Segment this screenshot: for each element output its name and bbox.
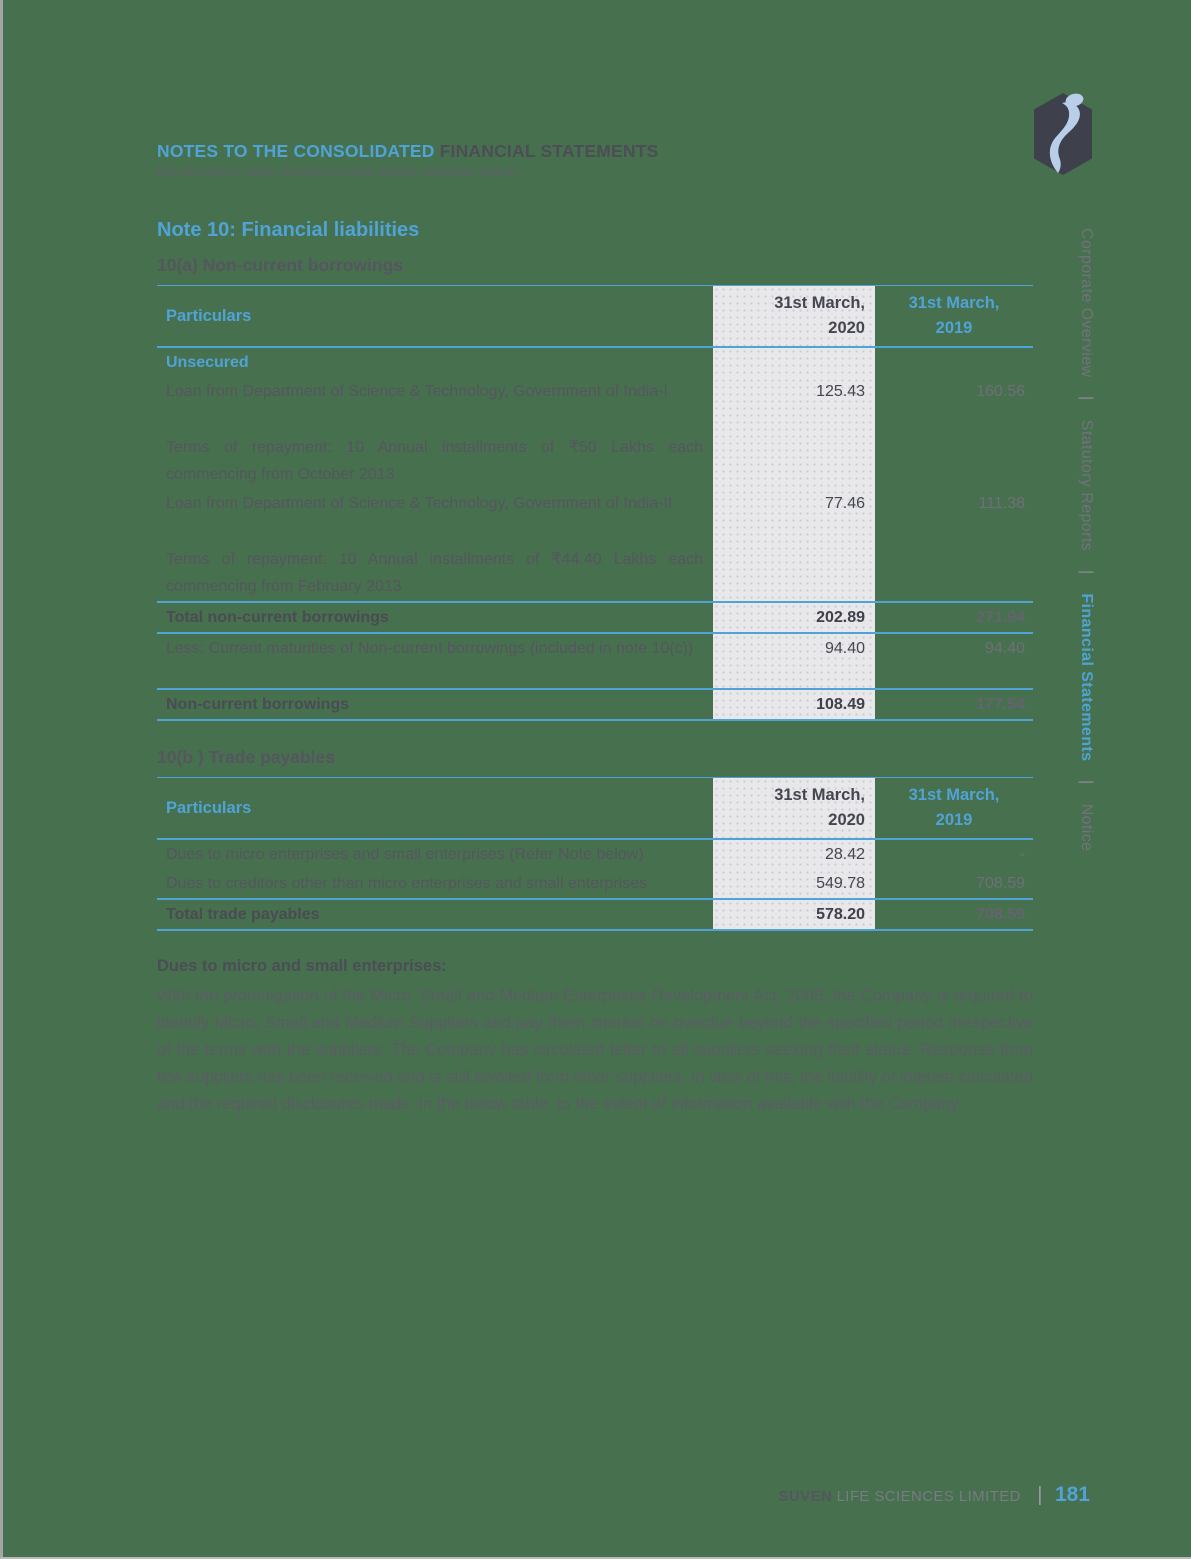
row-label: Dues to micro enterprises and small ente…: [166, 846, 644, 863]
page-number: 181: [1054, 1483, 1090, 1506]
page-content: NOTES TO THE CONSOLIDATED FINANCIAL STAT…: [157, 0, 1033, 1118]
row-label: Terms of repayment: 10 Annual installmen…: [166, 551, 703, 595]
value-2020: [713, 433, 875, 489]
table-trade-payables: Particulars 31st March, 2020 31st March,…: [157, 777, 1033, 931]
document-subtitle: (All amounts in Indian Rupees In Lakhs, …: [157, 165, 517, 179]
table-row: Loan from Department of Science & Techno…: [157, 377, 1033, 433]
footer-company-name-rest: LIFE SCIENCES LIMITED: [836, 1488, 1021, 1505]
section-heading-10b: 10(b ) Trade payables: [157, 747, 335, 767]
msme-note-body: With the promulgation of the Micro, Smal…: [157, 987, 1033, 1113]
table-row: Terms of repayment: 10 Annual installmen…: [157, 433, 1033, 489]
value-2020: [713, 348, 875, 377]
page-bottom-edge: [0, 1557, 1191, 1559]
document-title-blue: NOTES TO THE CONSOLIDATED: [157, 141, 435, 161]
table-row: Loan from Department of Science & Techno…: [157, 489, 1033, 545]
value-2019: [875, 545, 1033, 601]
table-row-total: Non-current borrowings 108.49 177.54: [157, 688, 1033, 721]
section-heading-10a: 10(a) Non-current borrowings: [157, 255, 403, 275]
table-row: Terms of repayment: 10 Annual installmen…: [157, 545, 1033, 601]
suven-hexagon-logo-icon: [1033, 92, 1093, 176]
value-2019: [875, 348, 1033, 377]
page-footer: SUVEN LIFE SCIENCES LIMITED | 181: [157, 1483, 1090, 1507]
value-2019: 177.54: [976, 696, 1025, 713]
row-label: Less: Current maturities of Non-current …: [166, 640, 694, 657]
value-2019: [875, 433, 1033, 489]
column-header-2019: 31st March, 2019: [908, 786, 1000, 829]
value-2020: 202.89: [713, 603, 875, 632]
row-label: Non-current borrowings: [166, 696, 350, 713]
value-2020: 549.78: [713, 869, 875, 898]
nav-item-corporate-overview: Corporate Overview: [1078, 228, 1095, 378]
nav-item-statutory-reports: Statutory Reports: [1078, 419, 1095, 552]
page-left-edge: [0, 0, 3, 1559]
nav-separator: |: [1078, 396, 1095, 401]
document-title: NOTES TO THE CONSOLIDATED FINANCIAL STAT…: [157, 141, 1033, 162]
value-2020: 125.43: [713, 377, 875, 433]
table-row: Unsecured: [157, 348, 1033, 377]
column-header-2020: 31st March, 2020: [713, 286, 875, 346]
row-label: Total trade payables: [166, 906, 320, 923]
table-row: Dues to micro enterprises and small ente…: [157, 840, 1033, 869]
table-header-row: Particulars 31st March, 2020 31st March,…: [157, 778, 1033, 840]
note-title: Note 10: Financial liabilities: [157, 219, 420, 241]
document-header: NOTES TO THE CONSOLIDATED FINANCIAL STAT…: [157, 141, 1033, 179]
value-2019: 111.38: [978, 495, 1025, 512]
value-2019: 94.40: [984, 640, 1025, 657]
section-nav-strip: Corporate Overview | Statutory Reports |…: [1077, 228, 1095, 851]
value-2020: 77.46: [713, 489, 875, 545]
value-2019: 708.59: [976, 875, 1025, 892]
row-label: Dues to creditors other than micro enter…: [166, 875, 648, 892]
value-2019: 271.94: [976, 609, 1025, 626]
table-row: Less: Current maturities of Non-current …: [157, 632, 1033, 688]
column-header-particulars: Particulars: [166, 798, 252, 817]
row-label: Loan from Department of Science & Techno…: [166, 383, 668, 400]
table-row: Dues to creditors other than micro enter…: [157, 869, 1033, 898]
nav-item-notice: Notice: [1078, 803, 1095, 852]
table-non-current-borrowings: Particulars 31st March, 2020 31st March,…: [157, 285, 1033, 721]
value-2020: [713, 545, 875, 601]
footer-separator: |: [1037, 1484, 1043, 1506]
value-2019: 708.59: [976, 906, 1025, 923]
row-label: Unsecured: [166, 354, 249, 371]
value-2019: -: [1019, 846, 1025, 863]
nav-item-financial-statements: Financial Statements: [1078, 593, 1095, 762]
value-2020: 94.40: [713, 634, 875, 688]
table-row-total: Total non-current borrowings 202.89 271.…: [157, 601, 1033, 632]
row-label: Total non-current borrowings: [166, 609, 389, 626]
msme-note-heading: Dues to micro and small enterprises:: [157, 957, 447, 975]
value-2020: 28.42: [713, 840, 875, 869]
row-label: Loan from Department of Science & Techno…: [166, 495, 673, 512]
value-2020: 108.49: [713, 690, 875, 719]
row-label: Terms of repayment: 10 Annual installmen…: [166, 439, 703, 483]
nav-separator: |: [1078, 780, 1095, 785]
table-row-total: Total trade payables 578.20 708.59: [157, 898, 1033, 931]
column-header-particulars: Particulars: [166, 306, 252, 325]
column-header-2020: 31st March, 2020: [713, 778, 875, 838]
table-header-row: Particulars 31st March, 2020 31st March,…: [157, 286, 1033, 348]
column-header-2019: 31st March, 2019: [908, 294, 1000, 337]
value-2019: 160.56: [976, 383, 1025, 400]
footer-company-name-bold: SUVEN: [778, 1488, 833, 1505]
nav-separator: |: [1078, 569, 1095, 575]
value-2020: 578.20: [713, 900, 875, 929]
document-title-dark: FINANCIAL STATEMENTS: [439, 141, 659, 161]
